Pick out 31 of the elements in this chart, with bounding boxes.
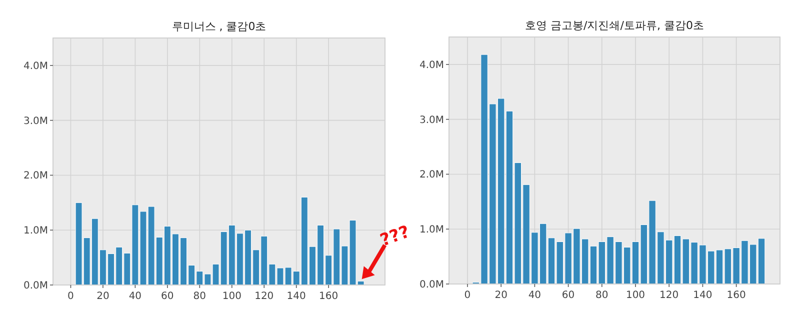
- chart-title: 루미너스 , 쿨감0초: [172, 20, 266, 33]
- x-tick-label: 20: [494, 290, 508, 301]
- y-tick-label: 4.0M: [419, 60, 444, 71]
- x-tick-label: 80: [193, 291, 206, 302]
- y-tick-label: 1.0M: [419, 224, 444, 236]
- x-tick-label: 60: [562, 290, 575, 301]
- x-tick-label: 100: [626, 290, 646, 301]
- x-tick-label: 120: [660, 290, 679, 301]
- y-tick-label: 0.0M: [419, 280, 444, 290]
- y-tick-label: 2.0M: [23, 170, 48, 182]
- x-tick-label: 80: [596, 290, 608, 301]
- x-tick-label: 40: [528, 290, 542, 301]
- chart-title: 호영 금고봉/지진쇄/토파류, 쿨감0초: [525, 19, 704, 32]
- y-tick-label: 4.0M: [23, 60, 48, 72]
- x-tick-label: 20: [96, 291, 110, 302]
- x-tick-label: 160: [319, 291, 338, 302]
- x-tick-label: 0: [464, 290, 471, 301]
- x-tick-label: 100: [222, 291, 242, 302]
- y-tick-label: 0.0M: [23, 280, 48, 292]
- annotation: ???: [378, 222, 412, 251]
- x-tick-label: 140: [693, 290, 712, 301]
- x-tick-label: 0: [68, 291, 74, 302]
- y-tick-label: 3.0M: [419, 114, 444, 126]
- y-tick-label: 3.0M: [23, 116, 48, 127]
- x-tick-label: 40: [128, 291, 142, 302]
- y-tick-label: 2.0M: [419, 170, 444, 181]
- x-tick-label: 160: [726, 290, 746, 301]
- x-tick-label: 140: [286, 291, 306, 302]
- x-tick-label: 120: [254, 291, 274, 302]
- x-tick-label: 60: [161, 291, 174, 302]
- y-tick-label: 1.0M: [23, 226, 48, 237]
